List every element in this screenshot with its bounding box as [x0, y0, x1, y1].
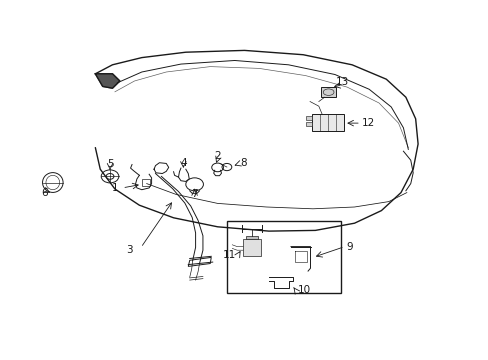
Polygon shape — [305, 122, 312, 126]
Text: 2: 2 — [214, 151, 221, 161]
Polygon shape — [95, 74, 120, 88]
Text: 7: 7 — [191, 189, 198, 199]
Polygon shape — [320, 87, 336, 97]
Text: 8: 8 — [240, 158, 246, 168]
Text: 1: 1 — [111, 183, 118, 193]
Text: 6: 6 — [41, 188, 48, 198]
Text: 10: 10 — [297, 285, 310, 295]
Polygon shape — [312, 114, 344, 131]
Text: 12: 12 — [361, 118, 374, 128]
Polygon shape — [305, 116, 312, 120]
Polygon shape — [243, 239, 260, 256]
Text: 5: 5 — [106, 159, 113, 169]
Polygon shape — [188, 257, 211, 266]
Bar — [142, 179, 149, 186]
Polygon shape — [245, 236, 257, 239]
Text: 13: 13 — [335, 77, 348, 87]
Text: 11: 11 — [223, 250, 236, 260]
Text: 3: 3 — [126, 245, 133, 255]
Bar — [227, 221, 341, 293]
Text: 9: 9 — [346, 242, 352, 252]
Text: 4: 4 — [180, 158, 186, 168]
